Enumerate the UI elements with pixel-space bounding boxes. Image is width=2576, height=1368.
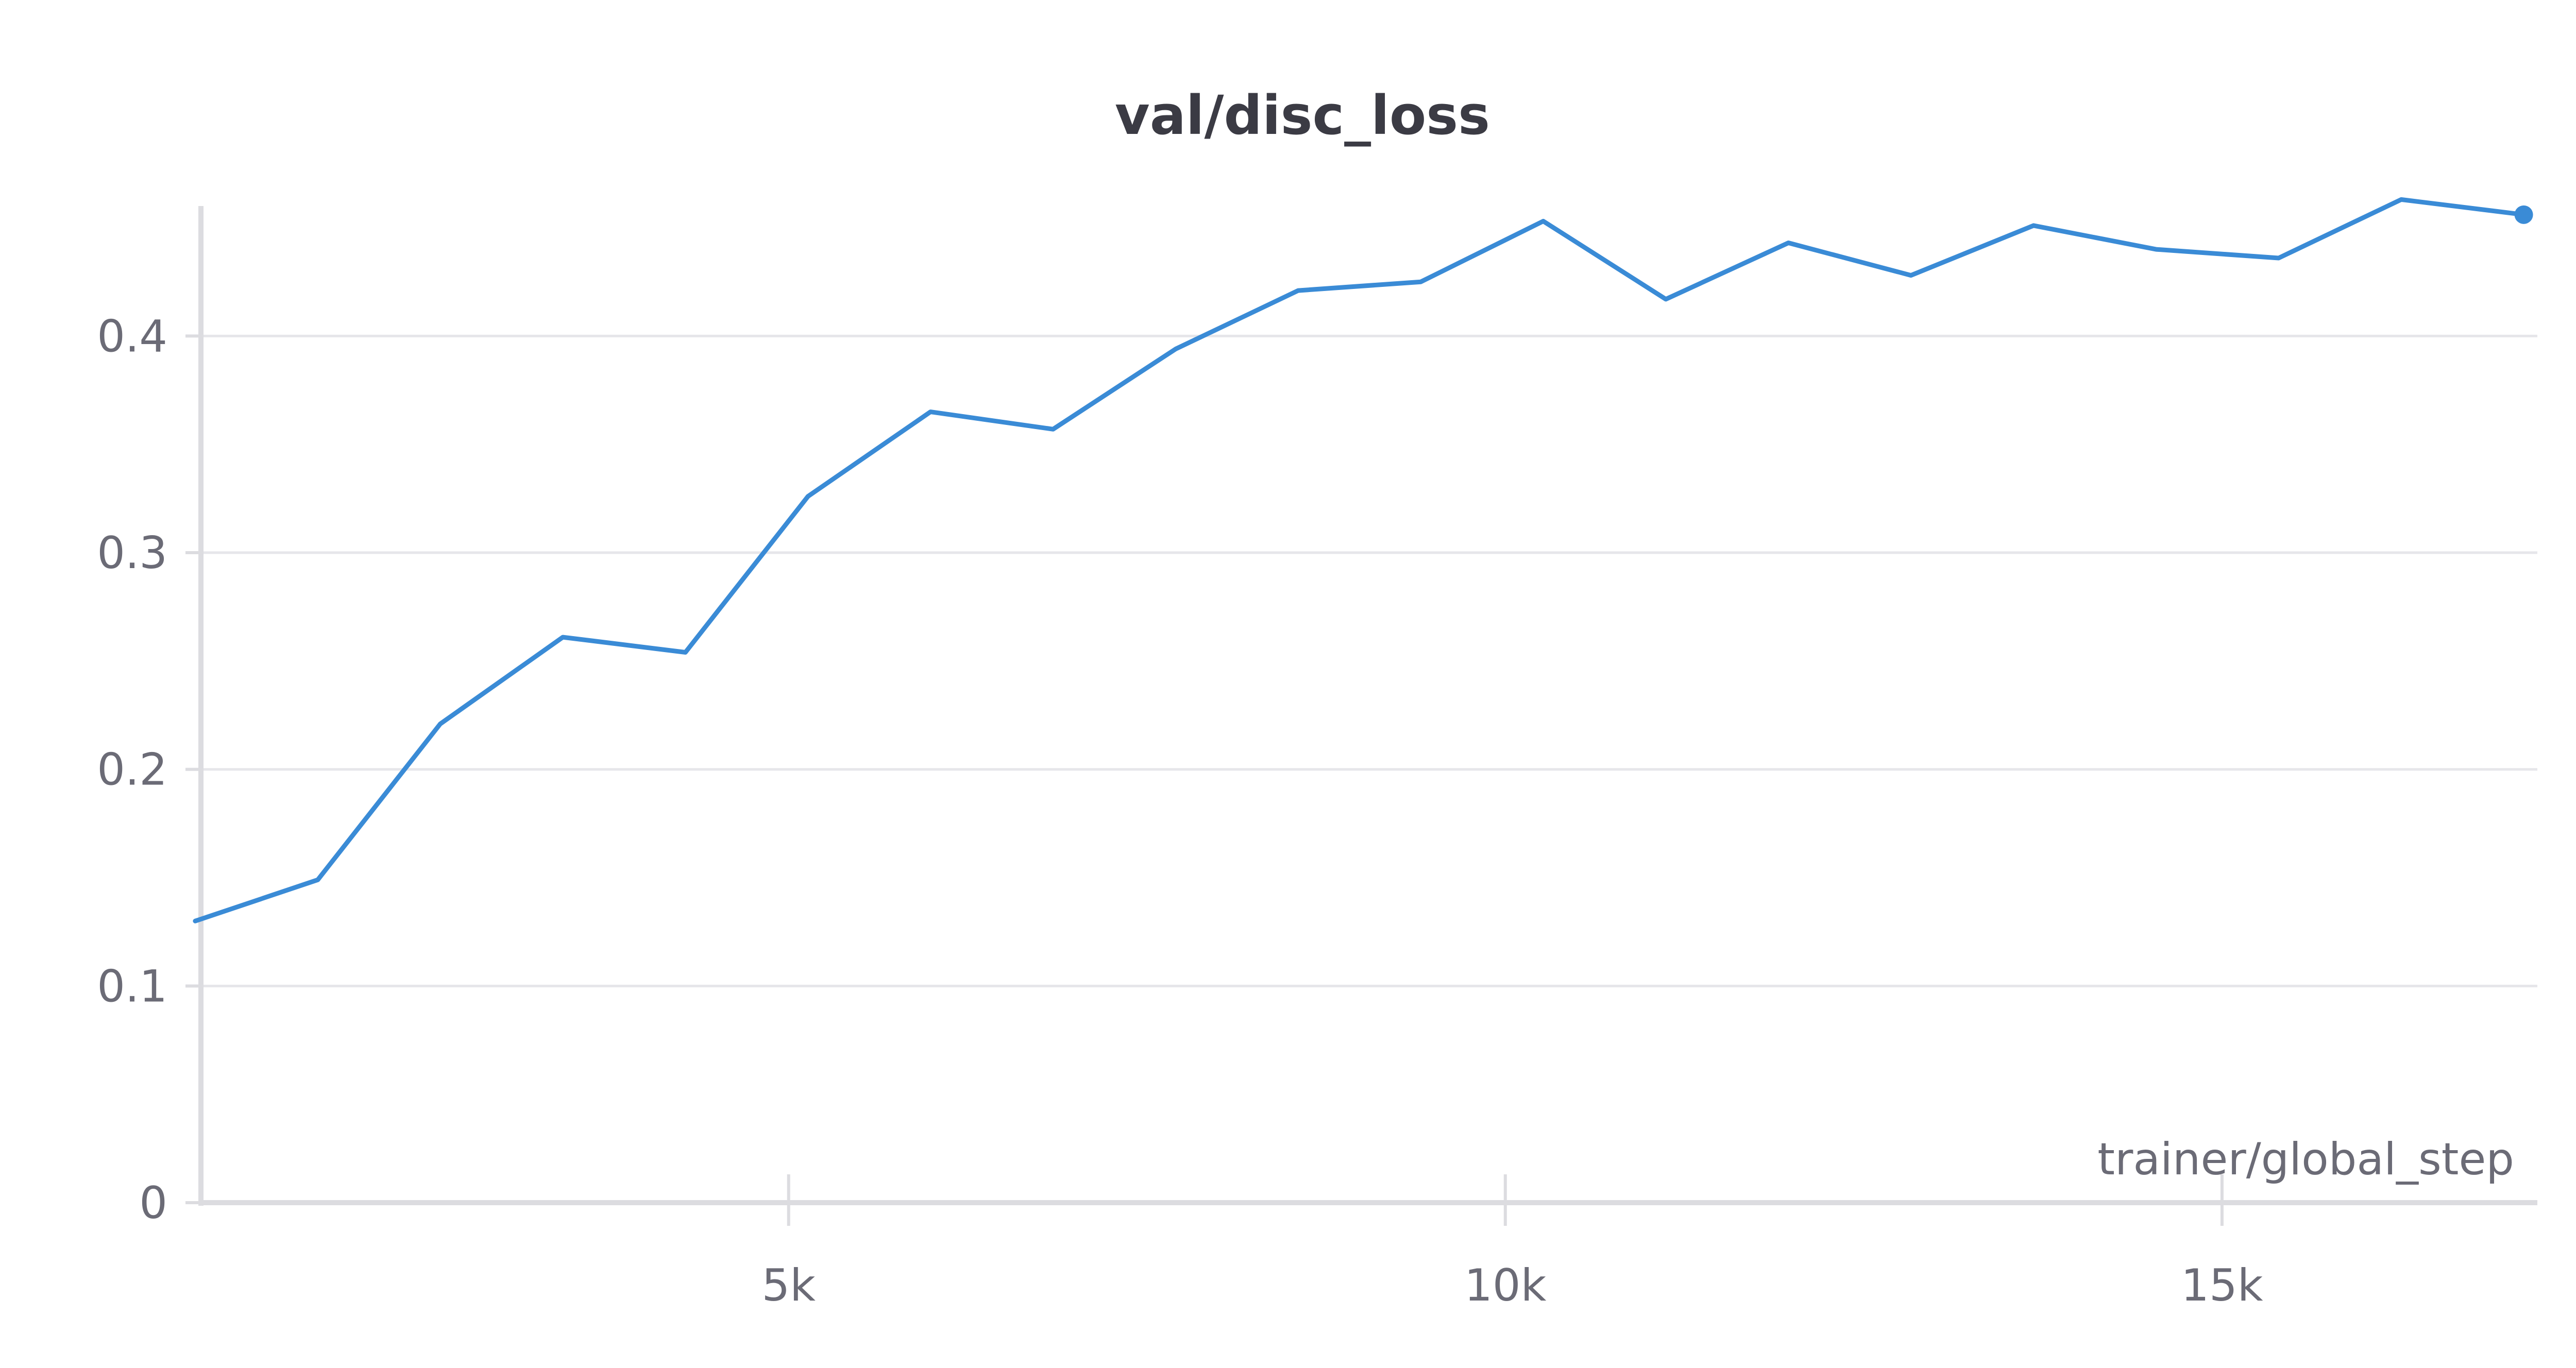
x-tick-label: 15k bbox=[2181, 1260, 2263, 1311]
tick-labels: 0 0.1 0.2 0.3 0.4 5k 10k 15k bbox=[97, 311, 2263, 1311]
y-tick-label: 0.3 bbox=[97, 527, 167, 579]
series-lines bbox=[193, 197, 2533, 924]
last-data-point bbox=[2514, 205, 2533, 224]
x-tick-label: 10k bbox=[1464, 1260, 1546, 1311]
y-tick-label: 0 bbox=[139, 1177, 167, 1229]
chart-title: val/disc_loss bbox=[1115, 84, 1490, 147]
y-tick-label: 0.4 bbox=[97, 311, 167, 362]
x-tick-label: 5k bbox=[761, 1260, 816, 1311]
y-tick-label: 0.1 bbox=[97, 961, 167, 1012]
y-tick-label: 0.2 bbox=[97, 744, 167, 796]
series-line bbox=[193, 197, 2527, 924]
axes bbox=[185, 206, 2537, 1226]
gridlines bbox=[201, 334, 2537, 987]
x-axis-label: trainer/global_step bbox=[2097, 1134, 2514, 1185]
